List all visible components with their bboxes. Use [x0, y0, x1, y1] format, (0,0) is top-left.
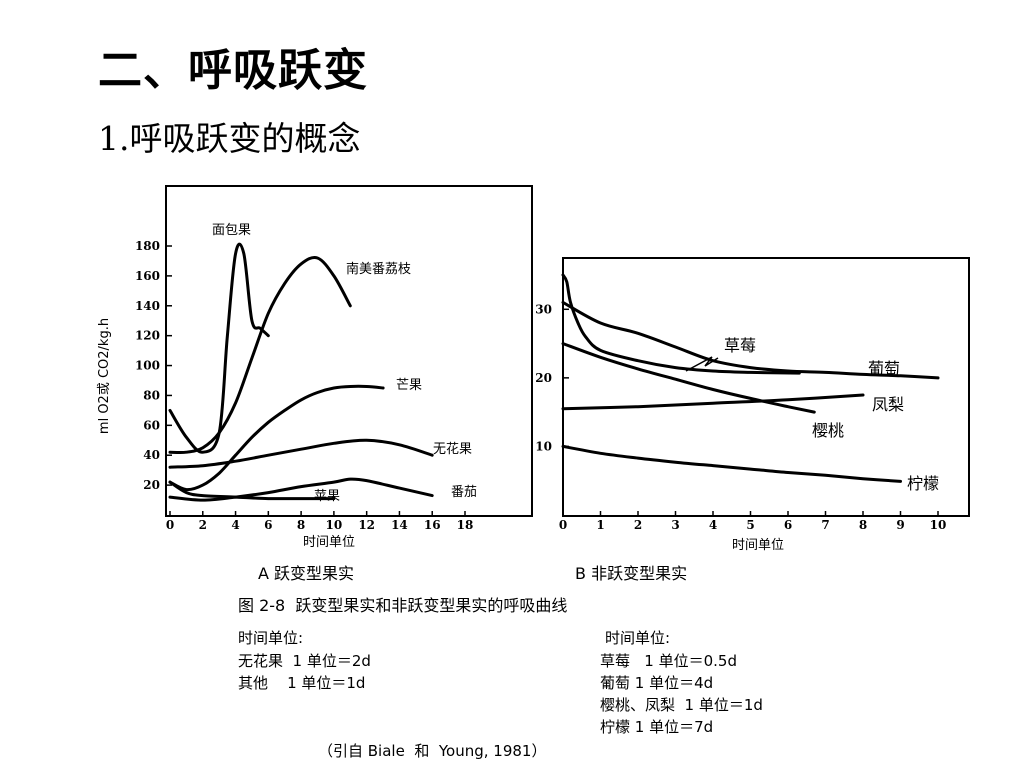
- series-line-2: [168, 384, 385, 492]
- x-tick-label: 16: [424, 518, 441, 532]
- x-tick-label: 0: [559, 518, 567, 532]
- y-tick-label: 80: [143, 388, 160, 402]
- series-line-0: [168, 242, 270, 454]
- x-tick-label: 6: [264, 518, 272, 532]
- series-label-4: 番茄: [451, 485, 477, 500]
- notes-right-2: 葡萄 1 单位＝4d: [600, 674, 714, 692]
- slide-subtitle: 1.呼吸跃变的概念: [98, 119, 361, 158]
- y-tick-label: 20: [143, 478, 160, 492]
- series-line-0: [561, 273, 801, 375]
- x-tick-label: 8: [859, 518, 867, 532]
- x-tick-label: 6: [784, 518, 792, 532]
- x-tick-label: 12: [358, 518, 375, 532]
- series-label-4: 柠檬: [907, 474, 939, 493]
- series-label-1: 葡萄: [868, 359, 900, 378]
- y-tick-label: 140: [135, 299, 160, 313]
- x-tick-label: 4: [709, 518, 717, 532]
- x-tick-label: 1: [596, 518, 604, 532]
- y-tick-label: 40: [143, 448, 160, 462]
- x-tick-label: 10: [930, 518, 947, 532]
- x-tick-label: 4: [231, 518, 239, 532]
- series-line-4: [168, 477, 434, 502]
- notes-right-0: 时间单位:: [605, 629, 671, 647]
- x-tick-label: 7: [821, 518, 829, 532]
- x-tick-label: 9: [896, 518, 904, 532]
- series-label-2: 芒果: [396, 377, 422, 393]
- panel-frame: [165, 185, 533, 517]
- x-axis-label: 时间单位: [303, 535, 355, 550]
- panel-label: A 跃变型果实: [258, 564, 354, 583]
- series-label-0: 草莓: [724, 336, 756, 355]
- notes-left-0: 时间单位:: [238, 629, 304, 647]
- series-line-3: [168, 438, 434, 469]
- x-axis-label: 时间单位: [732, 538, 784, 553]
- series-line-4: [561, 444, 902, 483]
- y-tick-label: 60: [143, 418, 160, 432]
- y-tick-label: 20: [535, 371, 552, 385]
- x-tick-label: 3: [671, 518, 679, 532]
- notes-right-4: 柠檬 1 单位＝7d: [600, 718, 714, 736]
- series-label-1: 南美番荔枝: [346, 261, 411, 277]
- notes-left-2: 其他 1 单位＝1d: [238, 674, 366, 692]
- x-tick-label: 10: [326, 518, 343, 532]
- citation: （引自 Biale 和 Young, 1981）: [318, 742, 547, 760]
- x-tick-label: 5: [746, 518, 754, 532]
- panel-label: B 非跃变型果实: [575, 564, 687, 583]
- slide-title: 二、呼吸跃变: [98, 45, 368, 96]
- series-label-5: 苹果: [314, 489, 340, 504]
- x-tick-label: 0: [166, 518, 174, 532]
- y-tick-label: 30: [535, 302, 552, 316]
- y-tick-label: 120: [135, 329, 160, 343]
- series-line-1: [561, 300, 940, 380]
- series-label-3: 樱桃: [812, 421, 844, 440]
- panel-frame: [562, 257, 970, 517]
- series-line-3: [561, 342, 816, 414]
- series-line-1: [168, 255, 352, 455]
- y-tick-label: 10: [535, 439, 552, 453]
- y-tick-label: 100: [135, 359, 160, 373]
- series-line-5: [168, 480, 336, 501]
- panel-a-chart: 20 40 60 80 100 120 140 160 180 0 2 4 6 8 10 12 14 16 18 面包…: [97, 185, 533, 583]
- x-tick-label: 2: [634, 518, 642, 532]
- y-axis-label: ml O2或 CO2/kg.h: [97, 318, 112, 434]
- series-label-3: 无花果: [433, 441, 472, 457]
- series-line-2: [561, 393, 865, 411]
- x-tick-label: 18: [457, 518, 474, 532]
- notes-right-1: 草莓 1 单位＝0.5d: [600, 652, 737, 670]
- series-label-2: 凤梨: [872, 395, 904, 414]
- series-label-0: 面包果: [212, 223, 251, 238]
- y-tick-label: 180: [135, 239, 160, 253]
- caption-title: 图 2-8 跃变型果实和非跃变型果实的呼吸曲线: [238, 596, 568, 615]
- y-tick-label: 160: [135, 269, 160, 283]
- x-tick-label: 8: [297, 518, 305, 532]
- x-tick-label: 2: [199, 518, 207, 532]
- label-pointer-arrow: [685, 356, 719, 372]
- x-tick-label: 14: [391, 518, 408, 532]
- notes-left-1: 无花果 1 单位＝2d: [238, 652, 371, 670]
- notes-right-3: 樱桃、凤梨 1 单位＝1d: [600, 696, 763, 714]
